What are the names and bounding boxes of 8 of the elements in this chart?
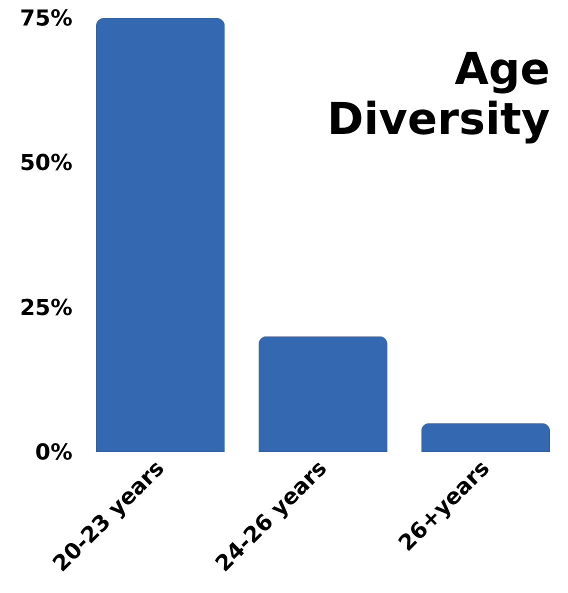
- bar: [96, 18, 225, 452]
- bar: [421, 423, 550, 452]
- y-tick-label: 0%: [35, 440, 72, 466]
- text: Age Diversity: [327, 44, 550, 145]
- y-tick-label: 25%: [20, 296, 72, 321]
- y-tick-label: 50%: [20, 151, 72, 176]
- bar: [258, 336, 388, 452]
- y-tick-label: 75%: [20, 6, 72, 32]
